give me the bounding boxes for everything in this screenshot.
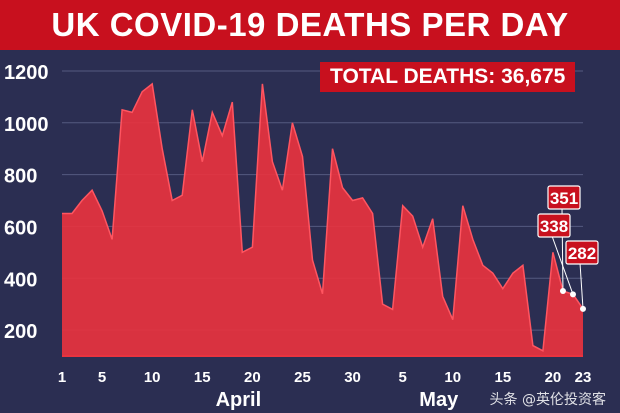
deaths-series-line bbox=[62, 82, 584, 352]
annotation-connector bbox=[579, 262, 584, 309]
watermark: 头条 @英伦投资客 bbox=[489, 392, 606, 408]
x-tick-label: 10 bbox=[444, 369, 461, 386]
annotation-box bbox=[565, 240, 599, 265]
annotation-connector bbox=[551, 235, 574, 295]
month-label: April bbox=[216, 389, 262, 411]
x-tick-label: 5 bbox=[98, 369, 106, 386]
y-tick-label: 200 bbox=[4, 321, 37, 343]
x-tick-label: 30 bbox=[344, 369, 361, 386]
x-tick-label: 15 bbox=[495, 369, 512, 386]
annotation-box bbox=[547, 185, 581, 210]
y-tick-label: 400 bbox=[4, 269, 37, 291]
x-tick-label: 5 bbox=[398, 369, 406, 386]
annotation-label: 338 bbox=[540, 217, 568, 236]
month-label: May bbox=[419, 389, 459, 411]
chart-title: UK COVID-19 DEATHS PER DAY bbox=[51, 6, 569, 43]
annotation-point bbox=[559, 287, 566, 294]
x-tick-label: 23 bbox=[575, 369, 592, 386]
x-tick-label: 10 bbox=[144, 369, 161, 386]
total-deaths-badge: TOTAL DEATHS: 36,675 bbox=[320, 62, 576, 92]
x-tick-label: 15 bbox=[194, 369, 211, 386]
x-tick-label: 25 bbox=[294, 369, 311, 386]
title-bar bbox=[0, 0, 620, 50]
x-tick-label: 1 bbox=[58, 369, 66, 386]
annotation-box bbox=[537, 213, 571, 238]
annotation-label: 282 bbox=[568, 244, 596, 263]
annotation-point bbox=[580, 305, 586, 312]
x-tick-label: 20 bbox=[545, 369, 562, 386]
y-tick-label: 800 bbox=[4, 166, 37, 188]
x-tick-label: 20 bbox=[244, 369, 261, 386]
annotation-point bbox=[569, 291, 576, 298]
annotation-label: 351 bbox=[550, 189, 578, 208]
y-tick-label: 600 bbox=[4, 217, 37, 239]
deaths-area bbox=[62, 83, 583, 357]
y-tick-label: 1200 bbox=[4, 62, 49, 84]
y-tick-label: 1000 bbox=[4, 114, 49, 136]
